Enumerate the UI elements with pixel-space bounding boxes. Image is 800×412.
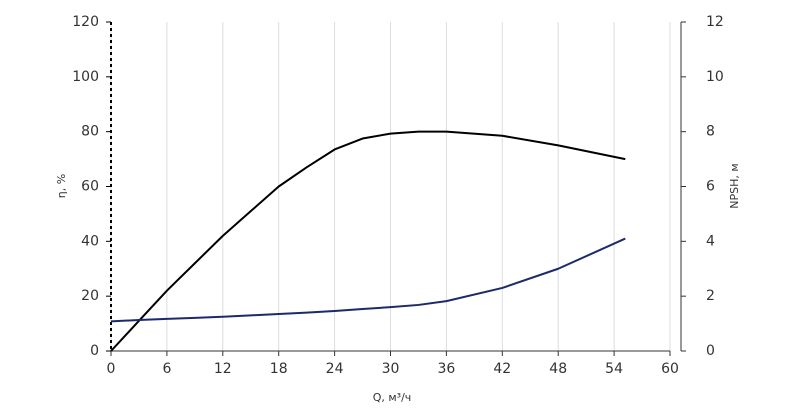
x-tick-label: 60 — [661, 361, 679, 377]
y-tick-label: 60 — [81, 179, 99, 195]
y-tick-label: 120 — [72, 14, 99, 30]
x-axis-label: Q, м³/ч — [373, 391, 412, 404]
series-line — [110, 130, 626, 352]
y-tick-label: 80 — [81, 124, 99, 140]
y2-tick-label: 12 — [706, 14, 724, 30]
y-tick-label: 40 — [81, 233, 99, 249]
x-tick-label: 36 — [437, 361, 455, 377]
y-axis-label: η, % — [55, 174, 68, 198]
y2-axis-label: NPSH, м — [728, 163, 741, 208]
y2-tick-label: 4 — [706, 233, 715, 249]
y2-tick-label: 8 — [706, 124, 715, 140]
y2-tick-label: 6 — [706, 179, 715, 195]
x-tick-label: 30 — [382, 361, 400, 377]
x-tick-label: 6 — [162, 361, 171, 377]
x-tick-label: 42 — [493, 361, 511, 377]
y2-tick-label: 0 — [706, 343, 715, 359]
y-tick-label: 100 — [72, 69, 99, 85]
y2-tick-label: 10 — [706, 69, 724, 85]
x-tick-label: 0 — [107, 361, 116, 377]
y2-tick-label: 2 — [706, 288, 715, 304]
x-tick-label: 18 — [270, 361, 288, 377]
y-tick-label: 20 — [81, 288, 99, 304]
y-tick-label: 0 — [90, 343, 99, 359]
x-tick-label: 48 — [549, 361, 567, 377]
x-tick-label: 12 — [214, 361, 232, 377]
series-line — [110, 237, 626, 323]
x-tick-label: 24 — [326, 361, 344, 377]
x-tick-label: 54 — [605, 361, 623, 377]
